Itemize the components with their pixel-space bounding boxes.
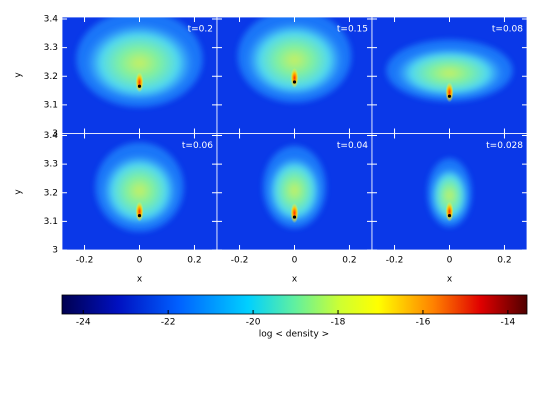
panel-label: t=0.2 bbox=[188, 25, 213, 35]
colorbar-tick-label: -16 bbox=[416, 318, 431, 328]
core bbox=[135, 201, 144, 222]
panel: t=0.04 -0.2 0 0.2 x bbox=[216, 133, 373, 285]
sink bbox=[292, 80, 297, 84]
panel-image bbox=[372, 17, 527, 134]
colorbar-tick-label: -20 bbox=[246, 318, 261, 328]
panel-image bbox=[62, 133, 217, 250]
y-tick-label: 3.1 bbox=[44, 100, 58, 110]
cloud bbox=[394, 44, 505, 97]
panel-label: t=0.15 bbox=[337, 25, 368, 35]
panel-label: t=0.08 bbox=[492, 25, 523, 35]
panel-label: t=0.04 bbox=[337, 141, 368, 151]
x-axis-label: x bbox=[292, 275, 298, 285]
core bbox=[445, 201, 454, 222]
colorbar-tick-label: -24 bbox=[76, 318, 91, 328]
colorbar-tick-label: -18 bbox=[331, 318, 346, 328]
panel-image bbox=[217, 17, 372, 134]
panel-label: t=0.028 bbox=[486, 141, 523, 151]
panel-image bbox=[62, 17, 217, 134]
y-tick-label: 3.4 bbox=[44, 15, 59, 25]
panel-image bbox=[217, 133, 372, 250]
panel: t=0.08 bbox=[371, 16, 528, 134]
colorbar-tick-label: -14 bbox=[501, 318, 516, 328]
panel: t=0.2 3 3.1 3.2 3.3 3.4 bbox=[44, 15, 218, 139]
cloud bbox=[101, 149, 178, 225]
core bbox=[135, 72, 144, 93]
y-tick-label: 3.3 bbox=[44, 160, 58, 170]
x-tick-label: 0 bbox=[447, 256, 453, 266]
x-tick-label: -0.2 bbox=[231, 256, 249, 266]
sink bbox=[137, 84, 142, 88]
sink bbox=[447, 94, 452, 98]
y-axis-label: y bbox=[14, 72, 24, 78]
y-tick-label: 3.1 bbox=[44, 217, 58, 227]
x-tick-label: 0.2 bbox=[497, 256, 511, 266]
x-tick-label: 0 bbox=[292, 256, 298, 266]
x-axis-label: x bbox=[447, 275, 453, 285]
y-tick-label: 3.2 bbox=[44, 188, 58, 198]
cloud bbox=[267, 152, 322, 222]
cloud bbox=[84, 19, 195, 100]
colorbar-tick-label: -22 bbox=[161, 318, 176, 328]
cloud bbox=[430, 164, 469, 222]
x-tick-label: 0.2 bbox=[187, 256, 201, 266]
core bbox=[445, 82, 454, 103]
x-tick-label: 0 bbox=[137, 256, 143, 266]
panel-image bbox=[372, 133, 527, 250]
core bbox=[290, 203, 299, 224]
panel: t=0.15 bbox=[216, 16, 373, 134]
y-tick-label: 3 bbox=[52, 246, 58, 256]
core bbox=[290, 67, 299, 88]
colorbar bbox=[61, 294, 528, 315]
y-tick-label: 3.3 bbox=[44, 43, 58, 53]
colorbar-label: log < density > bbox=[259, 330, 329, 340]
y-tick-label: 3.4 bbox=[44, 131, 59, 141]
y-tick-label: 3.2 bbox=[44, 72, 58, 82]
panel-label: t=0.06 bbox=[182, 141, 213, 151]
x-tick-label: 0.2 bbox=[342, 256, 356, 266]
panel: t=0.06 -0.2 0 0.2 3 3.1 3.2 3.3 3.4 x bbox=[44, 131, 218, 285]
sink bbox=[447, 214, 452, 218]
y-tick-label: 3 bbox=[52, 129, 58, 139]
y-axis-label: y bbox=[14, 189, 24, 195]
cloud bbox=[245, 17, 344, 95]
sink bbox=[137, 214, 142, 218]
x-axis-label: x bbox=[137, 275, 143, 285]
x-tick-label: -0.2 bbox=[386, 256, 404, 266]
x-tick-label: -0.2 bbox=[76, 256, 94, 266]
panel: t=0.028 -0.2 0 0.2 x bbox=[371, 133, 528, 285]
sink bbox=[292, 215, 297, 219]
